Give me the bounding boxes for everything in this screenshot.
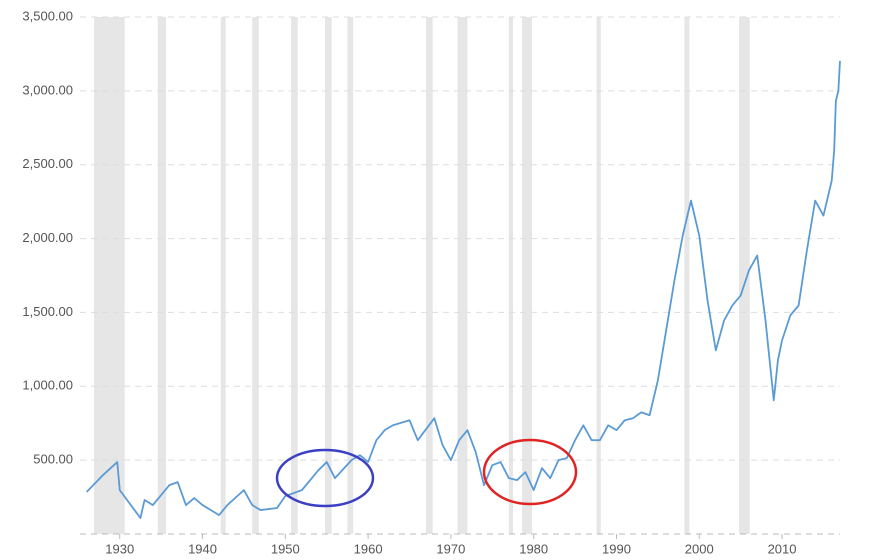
x-tick-label: 1980 [519, 541, 548, 556]
x-tick-label: 2000 [685, 541, 714, 556]
recession-band [94, 17, 125, 534]
y-tick-label: 1,000.00 [22, 378, 73, 393]
x-tick-label: 1970 [436, 541, 465, 556]
y-tick-label: 500.00 [33, 452, 73, 467]
highlight-circle [275, 448, 375, 508]
recession-band [252, 17, 259, 534]
recession-band [457, 17, 468, 534]
recession-band [596, 17, 601, 534]
recession-band [220, 17, 226, 534]
recession-band [157, 17, 167, 534]
y-tick-label: 3,000.00 [22, 82, 73, 97]
y-tick-label: 2,500.00 [22, 156, 73, 171]
recession-band [325, 17, 332, 534]
recession-band [684, 17, 690, 534]
x-tick-label: 1940 [188, 541, 217, 556]
recession-band [738, 17, 750, 534]
recession-band [347, 17, 354, 534]
recession-band [291, 17, 298, 534]
y-tick-label: 3,500.00 [22, 8, 73, 23]
y-tick-label: 2,000.00 [22, 230, 73, 245]
x-tick-label: 1960 [354, 541, 383, 556]
x-tick-label: 2010 [768, 541, 797, 556]
x-tick-label: 1990 [602, 541, 631, 556]
y-tick-label: 1,500.00 [22, 304, 73, 319]
x-tick-label: 1930 [105, 541, 134, 556]
price-line [85, 60, 841, 519]
highlight-circle [482, 438, 578, 506]
x-tick-label: 1950 [271, 541, 300, 556]
recession-band [426, 17, 433, 534]
recession-band [508, 17, 513, 534]
recession-band [522, 17, 533, 534]
